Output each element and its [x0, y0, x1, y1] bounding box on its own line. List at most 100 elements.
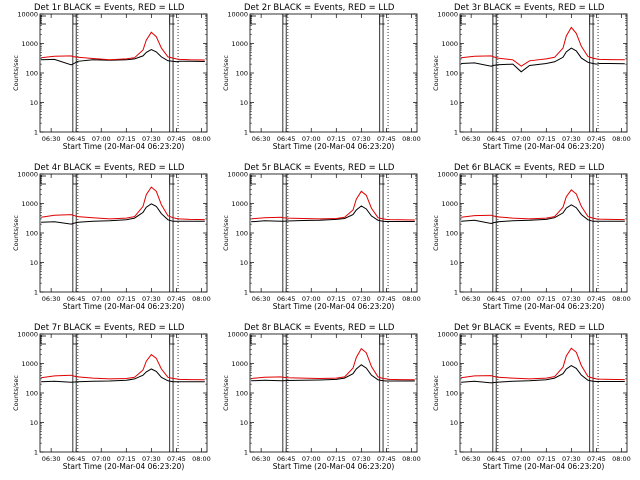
x-tick-label: 07:00 [302, 455, 321, 463]
y-tick-label: 10 [450, 419, 458, 427]
x-tick-label: 07:15 [327, 135, 346, 143]
y-tick-label: 100 [446, 229, 458, 237]
panel-title: Det 8r BLACK = Events, RED = LLD [244, 323, 395, 333]
y-tick-label: 100 [446, 389, 458, 397]
marker-bracket [492, 335, 498, 345]
x-tick-label: 06:30 [42, 295, 61, 303]
y-tick-label: 100 [236, 229, 248, 237]
plot-frame [39, 173, 208, 293]
y-axis-label: Counts/sec [12, 375, 20, 411]
marker-bracket [460, 335, 466, 345]
x-tick-label: 07:15 [117, 135, 136, 143]
y-tick-label: 10000 [227, 10, 248, 18]
y-tick-label: 1 [244, 128, 248, 136]
plot-frame [39, 333, 208, 453]
plot-frame [459, 173, 628, 293]
x-tick-label: 08:00 [192, 135, 211, 143]
x-tick-label: 07:30 [562, 135, 581, 143]
lld-series-line [41, 353, 205, 381]
x-axis-label: Start Time (20-Mar-04 06:23:20) [63, 302, 185, 311]
x-tick-label: 07:15 [117, 455, 136, 463]
x-tick-label: 08:00 [402, 135, 421, 143]
x-tick-label: 07:00 [512, 455, 531, 463]
x-tick-label: 07:15 [537, 135, 556, 143]
events-series-line [251, 205, 415, 223]
marker-bracket [72, 175, 78, 185]
detector-panel-7: Det 7r BLACK = Events, RED = LLD 1 10 100 10… [12, 323, 211, 471]
marker-bracket [460, 15, 466, 25]
lld-series-line [461, 26, 625, 67]
x-axis-label: Start Time (20-Mar-04 06:23:20) [273, 462, 395, 471]
x-tick-label: 07:30 [562, 295, 581, 303]
y-tick-label: 100 [26, 229, 38, 237]
x-tick-label: 07:30 [142, 295, 161, 303]
y-tick-label: 100 [26, 69, 38, 77]
x-tick-label: 08:00 [192, 295, 211, 303]
x-tick-label: 06:45 [487, 135, 506, 143]
y-tick-label: 1000 [441, 200, 458, 208]
events-series-line [251, 364, 415, 382]
x-tick-label: 08:00 [612, 135, 631, 143]
x-tick-label: 07:30 [352, 135, 371, 143]
y-tick-label: 10000 [437, 10, 458, 18]
x-tick-label: 07:45 [377, 295, 396, 303]
x-axis-label: Start Time (20-Mar-04 06:23:20) [483, 302, 605, 311]
events-series-line [41, 368, 205, 383]
y-tick-label: 10000 [437, 170, 458, 178]
marker-bracket [379, 335, 385, 345]
x-tick-label: 07:15 [327, 455, 346, 463]
events-series-line [41, 203, 205, 225]
x-tick-label: 07:15 [117, 295, 136, 303]
x-tick-label: 07:45 [587, 455, 606, 463]
x-axis-label: Start Time (20-Mar-04 06:23:20) [63, 142, 185, 151]
y-tick-label: 10 [450, 99, 458, 107]
marker-bracket [169, 175, 175, 185]
panel-title: Det 9r BLACK = Events, RED = LLD [454, 323, 605, 333]
x-tick-label: 06:45 [277, 455, 296, 463]
x-axis-label: Start Time (20-Mar-04 06:23:20) [63, 462, 185, 471]
y-tick-label: 1 [454, 128, 458, 136]
y-tick-label: 1000 [21, 360, 38, 368]
marker-bracket [460, 175, 466, 185]
x-tick-label: 07:00 [512, 135, 531, 143]
y-tick-label: 10000 [17, 10, 38, 18]
y-tick-label: 10000 [17, 170, 38, 178]
y-tick-label: 1 [454, 288, 458, 296]
lld-series-line [461, 189, 625, 221]
x-tick-label: 08:00 [192, 455, 211, 463]
x-tick-label: 08:00 [402, 455, 421, 463]
x-tick-label: 07:30 [352, 295, 371, 303]
x-tick-label: 07:00 [302, 295, 321, 303]
detector-panel-1: Det 1r BLACK = Events, RED = LLD 1 10 100 10… [12, 3, 211, 151]
y-tick-label: 100 [26, 389, 38, 397]
marker-bracket [492, 175, 498, 185]
y-tick-label: 1000 [231, 200, 248, 208]
y-axis-label: Counts/sec [432, 55, 440, 91]
panel-title: Det 1r BLACK = Events, RED = LLD [34, 3, 185, 13]
lld-series-line [251, 347, 415, 381]
y-tick-label: 1000 [21, 40, 38, 48]
x-axis-label: Start Time (20-Mar-04 06:23:20) [273, 142, 395, 151]
x-tick-label: 07:45 [587, 135, 606, 143]
lld-series-line [41, 31, 205, 61]
marker-bracket [250, 15, 256, 25]
x-tick-label: 06:30 [252, 295, 271, 303]
y-tick-label: 10 [240, 99, 248, 107]
x-tick-label: 06:30 [252, 135, 271, 143]
lld-series-line [41, 186, 205, 221]
y-tick-label: 1 [34, 128, 38, 136]
y-tick-label: 10000 [227, 330, 248, 338]
y-axis-label: Counts/sec [12, 215, 20, 251]
plot-frame [249, 13, 418, 133]
y-axis-label: Counts/sec [432, 215, 440, 251]
panel-title: Det 3r BLACK = Events, RED = LLD [454, 3, 605, 13]
x-tick-label: 06:30 [462, 295, 481, 303]
events-series-line [461, 204, 625, 225]
x-tick-label: 06:30 [462, 135, 481, 143]
x-tick-label: 06:30 [42, 455, 61, 463]
y-tick-label: 1000 [231, 40, 248, 48]
y-tick-label: 100 [446, 69, 458, 77]
y-tick-label: 1 [244, 288, 248, 296]
y-tick-label: 10 [240, 419, 248, 427]
